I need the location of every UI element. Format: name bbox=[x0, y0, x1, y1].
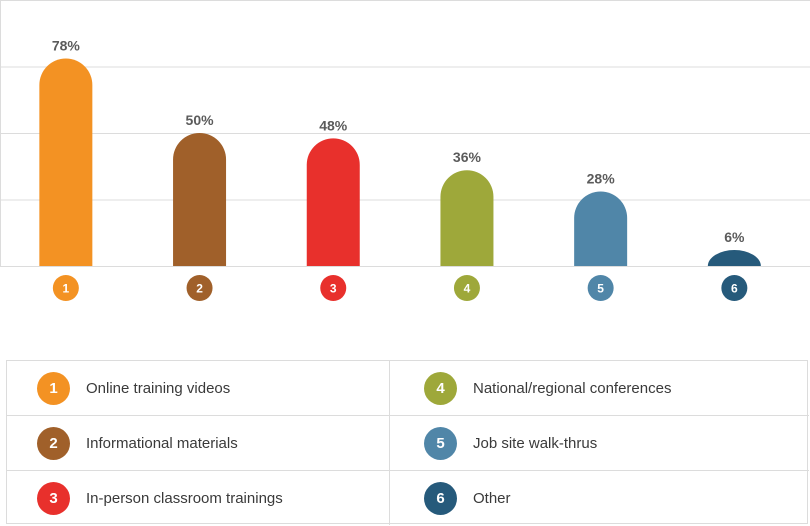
legend-label-4: National/regional conferences bbox=[473, 379, 672, 397]
legend-label-6: Other bbox=[473, 489, 511, 507]
bar-value-label: 36% bbox=[453, 149, 482, 165]
legend-item-6: 6 Other bbox=[390, 471, 809, 525]
bar-5 bbox=[574, 191, 628, 266]
bar-value-label: 48% bbox=[319, 117, 348, 133]
bar-2 bbox=[173, 133, 227, 266]
category-tick-label: 5 bbox=[597, 282, 604, 296]
bar-1 bbox=[39, 58, 93, 267]
legend-badge-4: 4 bbox=[424, 371, 457, 405]
legend-badge-5: 5 bbox=[424, 426, 457, 460]
bar-4 bbox=[440, 170, 494, 266]
chart-svg: 78% 1 50% 2 48% 3 36% 4 28% 5 6% 6 bbox=[0, 0, 810, 301]
category-badge bbox=[320, 275, 347, 301]
bar-value-label: 50% bbox=[186, 112, 215, 128]
legend-item-4: 4 National/regional conferences bbox=[390, 361, 809, 416]
legend-label-1: Online training videos bbox=[86, 379, 231, 397]
legend-item-5: 5 Job site walk-thrus bbox=[390, 416, 809, 471]
legend-label-3: In-person classroom trainings bbox=[86, 489, 283, 507]
bar-value-label: 78% bbox=[52, 38, 81, 54]
category-tick-label: 2 bbox=[196, 282, 203, 296]
category-tick-label: 3 bbox=[330, 282, 337, 296]
legend-item-3: 3 In-person classroom trainings bbox=[7, 471, 390, 525]
legend-badge-3: 3 bbox=[37, 481, 70, 515]
bar-chart: 78% 1 50% 2 48% 3 36% 4 28% 5 6% 6 bbox=[0, 0, 810, 301]
category-badge bbox=[453, 275, 480, 301]
category-badge bbox=[587, 275, 614, 301]
legend-badge-2: 2 bbox=[37, 426, 70, 460]
bar-value-label: 28% bbox=[587, 171, 616, 187]
category-tick-label: 4 bbox=[464, 282, 471, 296]
bar-value-label: 6% bbox=[724, 229, 745, 245]
category-badge bbox=[52, 275, 79, 301]
legend-label-2: Informational materials bbox=[86, 434, 238, 452]
bar-3 bbox=[306, 138, 360, 266]
category-badge bbox=[721, 275, 748, 301]
category-tick-label: 1 bbox=[63, 282, 70, 296]
legend-badge-6: 6 bbox=[424, 481, 457, 515]
legend-label-5: Job site walk-thrus bbox=[473, 434, 598, 452]
bar-6 bbox=[707, 250, 761, 266]
category-badge bbox=[186, 275, 213, 301]
legend-item-1: 1 Online training videos bbox=[7, 361, 390, 416]
chart-legend: 1 Online training videos 4 National/regi… bbox=[6, 360, 809, 525]
legend-item-2: 2 Informational materials bbox=[7, 416, 390, 471]
category-tick-label: 6 bbox=[731, 282, 738, 296]
legend-badge-1: 1 bbox=[37, 371, 70, 405]
